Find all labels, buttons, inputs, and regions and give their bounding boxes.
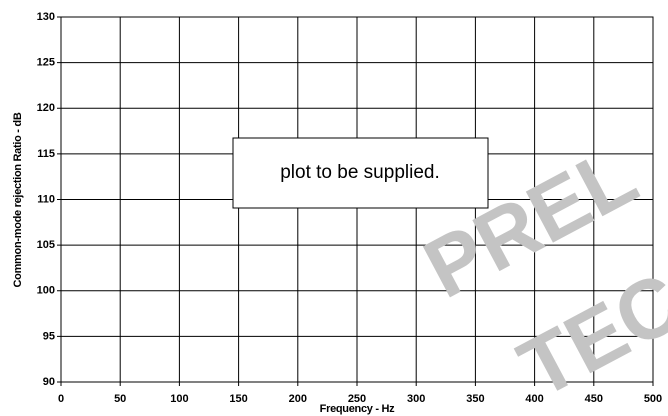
y-tick-label: 90 xyxy=(43,376,55,388)
y-tick-label: 105 xyxy=(37,239,55,251)
x-tick-label: 200 xyxy=(289,393,307,405)
y-tick-label: 95 xyxy=(43,330,55,342)
x-tick-label: 250 xyxy=(348,393,366,405)
watermark-text: TEC xyxy=(504,254,668,416)
annotation-box xyxy=(232,137,489,209)
y-tick-label: 100 xyxy=(37,285,55,297)
x-tick-label: 0 xyxy=(58,393,64,405)
annotation: plot to be supplied. xyxy=(280,162,440,183)
x-tick-label: 350 xyxy=(466,393,484,405)
x-tick-label: 450 xyxy=(585,393,603,405)
y-axis-label: Common-mode rejection Ratio - dB xyxy=(12,112,24,287)
x-tick-label: 400 xyxy=(525,393,543,405)
x-tick-label: 300 xyxy=(407,393,425,405)
x-tick-label: 150 xyxy=(229,393,247,405)
y-tick-label: 110 xyxy=(37,193,55,205)
x-tick-label: 50 xyxy=(114,393,126,405)
y-tick-label: 120 xyxy=(37,102,55,114)
x-tick-label: 100 xyxy=(170,393,188,405)
x-axis-label: Frequency - Hz xyxy=(320,403,395,415)
y-tick-label: 130 xyxy=(37,11,55,23)
y-tick-label: 125 xyxy=(37,57,55,69)
x-tick-label: 500 xyxy=(644,393,662,405)
y-tick-label: 115 xyxy=(37,148,55,160)
